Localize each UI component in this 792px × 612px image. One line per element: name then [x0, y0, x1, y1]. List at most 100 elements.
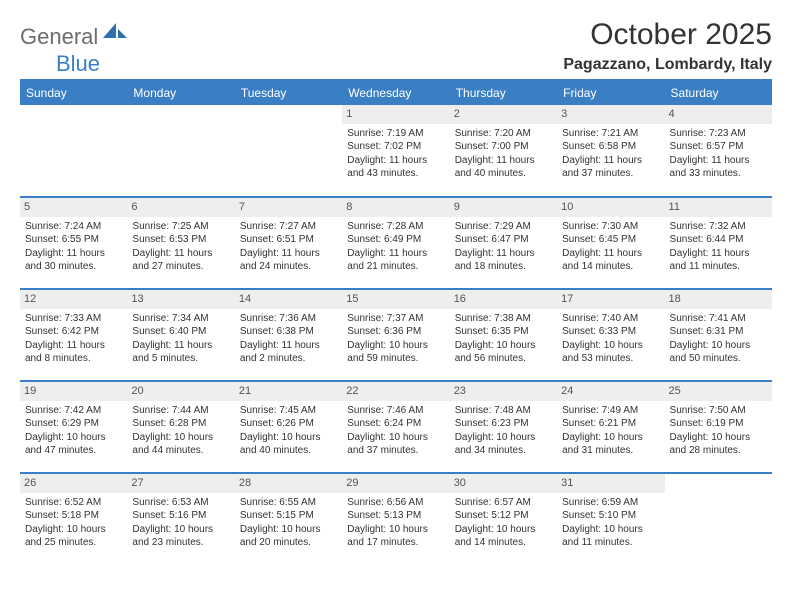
- calendar-cell: 9Sunrise: 7:29 AMSunset: 6:47 PMDaylight…: [450, 197, 557, 289]
- sunset-line: Sunset: 6:33 PM: [562, 325, 659, 339]
- calendar-body: 1Sunrise: 7:19 AMSunset: 7:02 PMDaylight…: [20, 105, 772, 565]
- daylight-line: Daylight: 11 hours: [347, 247, 444, 261]
- sunrise-line: Sunrise: 7:36 AM: [240, 312, 337, 326]
- daylight-line: Daylight: 10 hours: [132, 431, 229, 445]
- daylight-line: Daylight: 11 hours: [132, 247, 229, 261]
- sunset-line: Sunset: 6:49 PM: [347, 233, 444, 247]
- calendar-cell: 30Sunrise: 6:57 AMSunset: 5:12 PMDayligh…: [450, 473, 557, 565]
- daylight-line: and 37 minutes.: [347, 444, 444, 458]
- daylight-line: Daylight: 11 hours: [25, 247, 122, 261]
- sunrise-line: Sunrise: 7:25 AM: [132, 220, 229, 234]
- calendar-cell: 16Sunrise: 7:38 AMSunset: 6:35 PMDayligh…: [450, 289, 557, 381]
- sunset-line: Sunset: 6:36 PM: [347, 325, 444, 339]
- calendar-cell: 6 Sunrise: 7:25 AMSunset: 6:53 PMDaylight…: [127, 197, 234, 289]
- sunrise-line: Sunrise: 7:23 AM: [670, 127, 767, 141]
- daylight-line: Daylight: 10 hours: [455, 431, 552, 445]
- sunrise-line: Sunrise: 7:29 AM: [455, 220, 552, 234]
- sunrise-line: Sunrise: 6:57 AM: [455, 496, 552, 510]
- daylight-line: and 28 minutes.: [670, 444, 767, 458]
- calendar-cell: 27Sunrise: 6:53 AMSunset: 5:16 PMDayligh…: [127, 473, 234, 565]
- sunset-line: Sunset: 6:42 PM: [25, 325, 122, 339]
- calendar-cell: 23Sunrise: 7:48 AMSunset: 6:23 PMDayligh…: [450, 381, 557, 473]
- calendar-cell: 1Sunrise: 7:19 AMSunset: 7:02 PMDaylight…: [342, 105, 449, 197]
- daylight-line: Daylight: 10 hours: [347, 431, 444, 445]
- calendar-cell: 17Sunrise: 7:40 AMSunset: 6:33 PMDayligh…: [557, 289, 664, 381]
- calendar-cell: 7Sunrise: 7:27 AMSunset: 6:51 PMDaylight…: [235, 197, 342, 289]
- sunrise-line: Sunrise: 7:45 AM: [240, 404, 337, 418]
- sunset-line: Sunset: 5:10 PM: [562, 509, 659, 523]
- sunrise-line: Sunrise: 6:55 AM: [240, 496, 337, 510]
- sunrise-line: Sunrise: 7:24 AM: [25, 220, 122, 234]
- calendar-cell: 20Sunrise: 7:44 AMSunset: 6:28 PMDayligh…: [127, 381, 234, 473]
- daylight-line: and 34 minutes.: [455, 444, 552, 458]
- day-number: 5: [20, 198, 127, 217]
- daylight-line: and 59 minutes.: [347, 352, 444, 366]
- sunset-line: Sunset: 6:21 PM: [562, 417, 659, 431]
- calendar-row: 12Sunrise: 7:33 AMSunset: 6:42 PMDayligh…: [20, 289, 772, 381]
- daylight-line: Daylight: 10 hours: [562, 431, 659, 445]
- sunset-line: Sunset: 6:55 PM: [25, 233, 122, 247]
- day-header: Wednesday: [342, 81, 449, 105]
- sunrise-line: Sunrise: 7:33 AM: [25, 312, 122, 326]
- daylight-line: and 11 minutes.: [670, 260, 767, 274]
- sunrise-line: Sunrise: 7:27 AM: [240, 220, 337, 234]
- day-number: 23: [450, 382, 557, 401]
- daylight-line: Daylight: 10 hours: [562, 339, 659, 353]
- day-number: 13: [127, 290, 234, 309]
- calendar-cell: 25Sunrise: 7:50 AMSunset: 6:19 PMDayligh…: [665, 381, 772, 473]
- calendar-cell: 28Sunrise: 6:55 AMSunset: 5:15 PMDayligh…: [235, 473, 342, 565]
- sunrise-line: Sunrise: 7:50 AM: [670, 404, 767, 418]
- sunset-line: Sunset: 6:44 PM: [670, 233, 767, 247]
- day-number: 6: [127, 198, 234, 217]
- sunset-line: Sunset: 7:00 PM: [455, 140, 552, 154]
- calendar-cell: [127, 105, 234, 197]
- daylight-line: and 17 minutes.: [347, 536, 444, 550]
- daylight-line: and 8 minutes.: [25, 352, 122, 366]
- day-number: 22: [342, 382, 449, 401]
- day-number: 17: [557, 290, 664, 309]
- sunrise-line: Sunrise: 7:34 AM: [132, 312, 229, 326]
- calendar-cell: 8Sunrise: 7:28 AMSunset: 6:49 PMDaylight…: [342, 197, 449, 289]
- daylight-line: and 31 minutes.: [562, 444, 659, 458]
- daylight-line: and 33 minutes.: [670, 167, 767, 181]
- day-number: 25: [665, 382, 772, 401]
- sunset-line: Sunset: 6:45 PM: [562, 233, 659, 247]
- day-header: Sunday: [20, 81, 127, 105]
- sunrise-line: Sunrise: 6:59 AM: [562, 496, 659, 510]
- location-label: Pagazzano, Lombardy, Italy: [140, 56, 772, 77]
- brand-part2: Blue: [56, 51, 100, 77]
- sunset-line: Sunset: 6:19 PM: [670, 417, 767, 431]
- brand-logo: General: [20, 24, 129, 50]
- calendar-row: 19Sunrise: 7:42 AMSunset: 6:29 PMDayligh…: [20, 381, 772, 473]
- sunset-line: Sunset: 6:53 PM: [132, 233, 229, 247]
- calendar-cell: 24Sunrise: 7:49 AMSunset: 6:21 PMDayligh…: [557, 381, 664, 473]
- daylight-line: Daylight: 10 hours: [347, 339, 444, 353]
- daylight-line: and 47 minutes.: [25, 444, 122, 458]
- calendar-cell: [235, 105, 342, 197]
- day-number: 24: [557, 382, 664, 401]
- sunrise-line: Sunrise: 7:37 AM: [347, 312, 444, 326]
- sunrise-line: Sunrise: 7:46 AM: [347, 404, 444, 418]
- daylight-line: and 40 minutes.: [240, 444, 337, 458]
- daylight-line: and 27 minutes.: [132, 260, 229, 274]
- daylight-line: Daylight: 10 hours: [25, 523, 122, 537]
- daylight-line: Daylight: 11 hours: [562, 154, 659, 168]
- day-header: Thursday: [450, 81, 557, 105]
- sunrise-line: Sunrise: 7:30 AM: [562, 220, 659, 234]
- day-header: Saturday: [665, 81, 772, 105]
- calendar-cell: [20, 105, 127, 197]
- day-number: 27: [127, 474, 234, 493]
- calendar-cell: 13Sunrise: 7:34 AMSunset: 6:40 PMDayligh…: [127, 289, 234, 381]
- sunrise-line: Sunrise: 6:56 AM: [347, 496, 444, 510]
- daylight-line: and 23 minutes.: [132, 536, 229, 550]
- sunrise-line: Sunrise: 7:21 AM: [562, 127, 659, 141]
- day-number: 11: [665, 198, 772, 217]
- day-number: 4: [665, 105, 772, 124]
- day-number: 9: [450, 198, 557, 217]
- sunset-line: Sunset: 6:23 PM: [455, 417, 552, 431]
- sunrise-line: Sunrise: 7:41 AM: [670, 312, 767, 326]
- sunset-line: Sunset: 6:29 PM: [25, 417, 122, 431]
- daylight-line: and 40 minutes.: [455, 167, 552, 181]
- calendar-cell: 21Sunrise: 7:45 AMSunset: 6:26 PMDayligh…: [235, 381, 342, 473]
- daylight-line: Daylight: 10 hours: [240, 523, 337, 537]
